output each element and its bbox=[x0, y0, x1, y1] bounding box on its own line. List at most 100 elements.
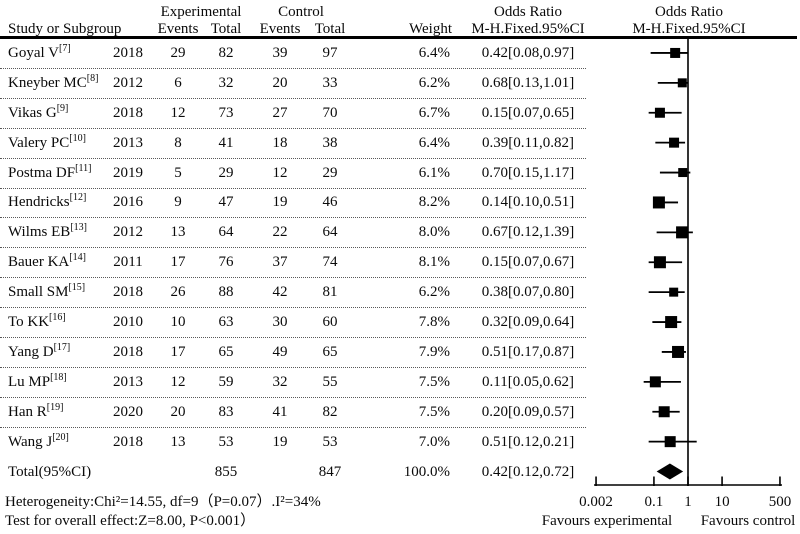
exp-total-cell: 73 bbox=[218, 104, 234, 121]
or-ci-cell: 0.14[0.10,0.51] bbox=[481, 194, 575, 211]
exp-events-cell: 12 bbox=[170, 104, 186, 121]
ctrl-events-cell: 42 bbox=[272, 284, 288, 301]
ctrl-total-cell: 74 bbox=[322, 254, 338, 271]
weight-cell: 6.7% bbox=[418, 104, 450, 121]
ctrl-events-cell: 41 bbox=[272, 403, 288, 420]
header-odds-ratio-text: Odds Ratio bbox=[494, 4, 562, 20]
or-ci-cell: 0.15[0.07,0.65] bbox=[481, 104, 575, 121]
ctrl-total-cell: 65 bbox=[322, 343, 338, 360]
row-separator bbox=[0, 337, 586, 338]
exp-events-cell: 29 bbox=[170, 44, 186, 61]
year-cell: 2019 bbox=[113, 164, 143, 181]
or-point-marker bbox=[664, 436, 676, 448]
header-mh-fixed-plot: M-H.Fixed.95%CI bbox=[632, 21, 746, 37]
weight-cell: 7.0% bbox=[418, 433, 450, 450]
study-ref: [19] bbox=[46, 401, 64, 413]
exp-events-cell: 20 bbox=[170, 403, 186, 420]
row-separator bbox=[0, 426, 586, 428]
total-diamond bbox=[656, 463, 684, 480]
or-ci-cell: 0.15[0.07,0.67] bbox=[481, 254, 575, 271]
exp-total-cell: 53 bbox=[218, 433, 234, 450]
study-name: To KK[16] bbox=[8, 312, 66, 331]
total-weight: 100.0% bbox=[403, 463, 450, 480]
weight-cell: 7.5% bbox=[418, 373, 450, 390]
study-name: Wilms EB[13] bbox=[8, 222, 87, 241]
study-ref: [13] bbox=[70, 222, 87, 234]
ctrl-total-cell: 46 bbox=[322, 194, 338, 211]
study-ref: [9] bbox=[56, 102, 69, 114]
or-point-marker bbox=[658, 406, 670, 418]
study-name: Vikas G[9] bbox=[8, 102, 69, 121]
exp-total-cell: 83 bbox=[218, 403, 234, 420]
row-separator bbox=[0, 127, 586, 129]
header-rule bbox=[0, 36, 797, 39]
or-point-marker bbox=[654, 107, 665, 118]
study-name: Yang D[17] bbox=[8, 341, 71, 360]
row-separator bbox=[0, 67, 586, 69]
or-ci-cell: 0.39[0.11,0.82] bbox=[482, 134, 574, 151]
study-ref: [14] bbox=[69, 252, 86, 264]
exp-total-cell: 32 bbox=[218, 74, 234, 91]
ctrl-total-cell: 38 bbox=[322, 134, 338, 151]
study-name: Hendricks[12] bbox=[8, 192, 87, 211]
weight-cell: 8.0% bbox=[418, 224, 450, 241]
row-separator bbox=[0, 277, 586, 279]
or-point-marker bbox=[652, 196, 665, 209]
heterogeneity-text: Heterogeneity:Chi²=14.55, df=9（P=0.07）.I… bbox=[5, 494, 321, 510]
or-ci-cell: 0.51[0.17,0.87] bbox=[481, 343, 575, 360]
or-point-marker bbox=[653, 256, 666, 269]
or-ci-cell: 0.11[0.05,0.62] bbox=[482, 373, 574, 390]
study-name: Goyal V[7] bbox=[8, 42, 71, 61]
exp-events-cell: 17 bbox=[170, 254, 186, 271]
header-mh-fixed-text: M-H.Fixed.95%CI bbox=[471, 21, 585, 37]
row-separator bbox=[0, 396, 586, 398]
exp-events-cell: 26 bbox=[170, 284, 186, 301]
axis-tick-label: 10 bbox=[714, 494, 730, 510]
study-ref: [18] bbox=[50, 371, 67, 383]
study-name: Postma DF[11] bbox=[8, 162, 92, 181]
or-ci-cell: 0.51[0.12,0.21] bbox=[481, 433, 575, 450]
ctrl-total-cell: 29 bbox=[322, 164, 338, 181]
ctrl-events-cell: 27 bbox=[272, 104, 288, 121]
study-name: Bauer KA[14] bbox=[8, 252, 86, 271]
overall-effect-text: Test for overall effect:Z=8.00, P<0.001） bbox=[5, 513, 256, 529]
row-separator bbox=[0, 366, 586, 368]
ctrl-events-cell: 12 bbox=[272, 164, 288, 181]
row-separator bbox=[0, 157, 586, 159]
exp-total-cell: 41 bbox=[218, 134, 234, 151]
study-name: Lu MP[18] bbox=[8, 371, 67, 390]
weight-cell: 8.2% bbox=[418, 194, 450, 211]
study-ref: [12] bbox=[69, 192, 87, 204]
study-ref: [17] bbox=[53, 341, 71, 353]
study-ref: [7] bbox=[58, 42, 71, 54]
or-point-marker bbox=[649, 376, 661, 388]
row-separator bbox=[0, 187, 586, 189]
header-exp-events: Events bbox=[157, 21, 199, 37]
weight-cell: 7.5% bbox=[418, 403, 450, 420]
total-ctrl-total: 847 bbox=[318, 463, 342, 480]
or-ci-cell: 0.20[0.09,0.57] bbox=[481, 403, 575, 420]
or-point-marker bbox=[665, 316, 678, 329]
ctrl-total-cell: 82 bbox=[322, 403, 338, 420]
study-ref: [20] bbox=[52, 431, 69, 443]
or-point-marker bbox=[678, 168, 688, 178]
year-cell: 2013 bbox=[113, 373, 143, 390]
or-point-marker bbox=[669, 287, 679, 297]
header-group-experimental: Experimental bbox=[160, 4, 242, 20]
exp-events-cell: 8 bbox=[174, 134, 182, 151]
exp-events-cell: 17 bbox=[170, 343, 186, 360]
ctrl-total-cell: 60 bbox=[322, 314, 338, 331]
favours-control-label: Favours control bbox=[700, 513, 796, 529]
exp-events-cell: 13 bbox=[170, 433, 186, 450]
weight-cell: 6.4% bbox=[418, 134, 450, 151]
ctrl-events-cell: 18 bbox=[272, 134, 288, 151]
ctrl-events-cell: 32 bbox=[272, 373, 288, 390]
study-name: Small SM[15] bbox=[8, 282, 86, 301]
weight-cell: 6.4% bbox=[418, 44, 450, 61]
ctrl-events-cell: 22 bbox=[272, 224, 288, 241]
study-ref: [11] bbox=[75, 162, 92, 174]
exp-events-cell: 5 bbox=[174, 164, 182, 181]
weight-cell: 6.1% bbox=[418, 164, 450, 181]
exp-events-cell: 10 bbox=[170, 314, 186, 331]
